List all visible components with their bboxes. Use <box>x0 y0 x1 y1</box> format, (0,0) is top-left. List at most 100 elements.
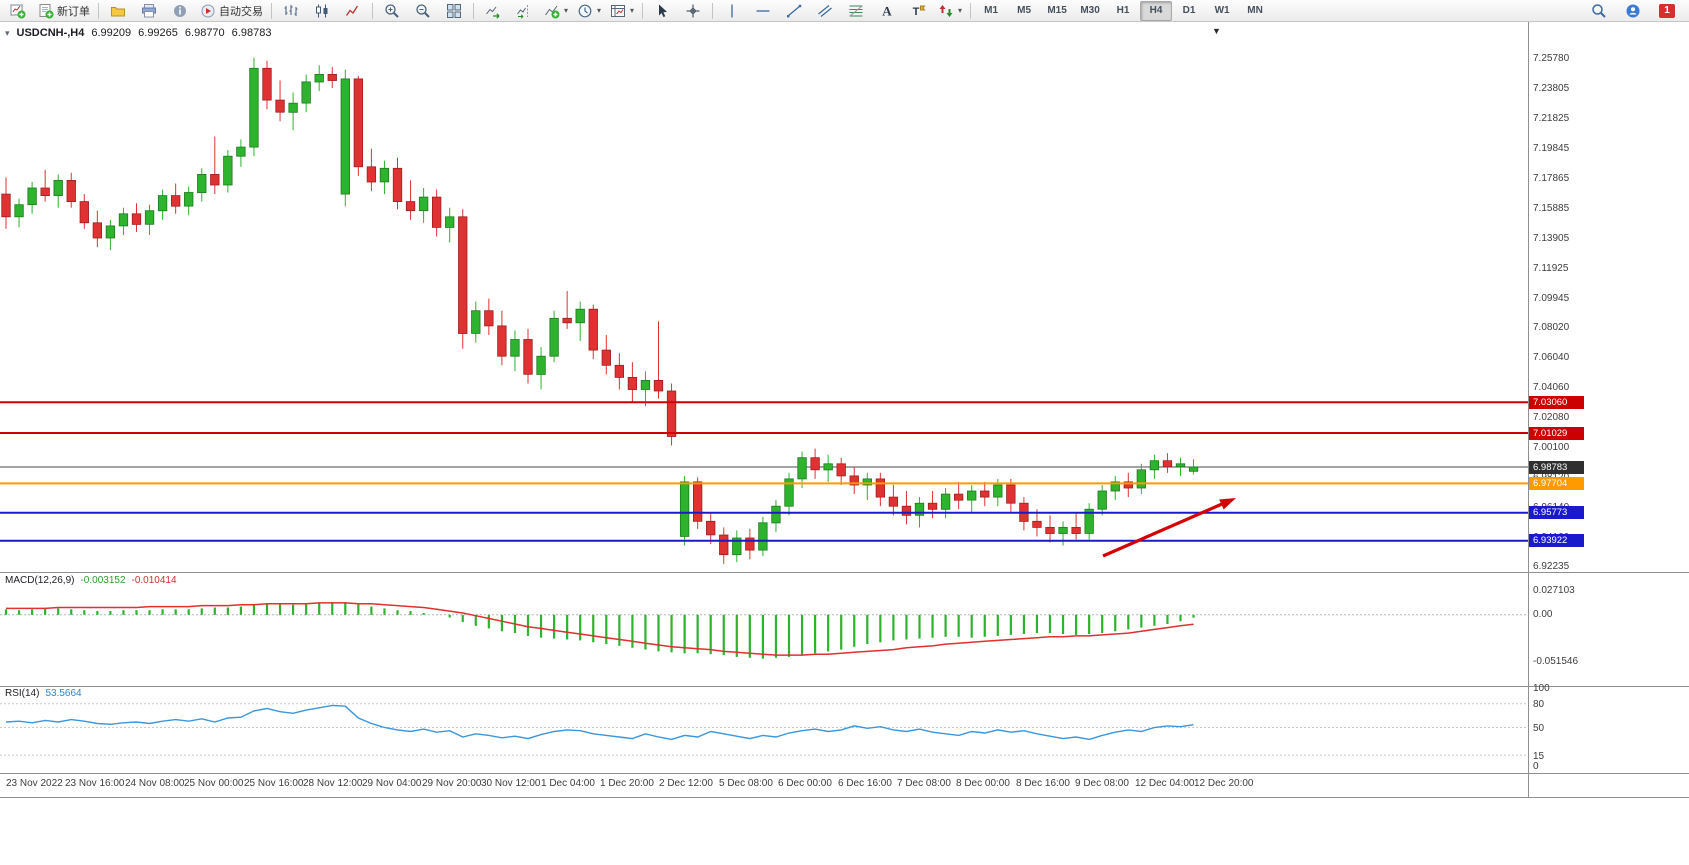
profiles-button[interactable] <box>103 0 133 22</box>
price-axis-label: 7.25780 <box>1533 53 1570 64</box>
date-label: 6 Dec 16:00 <box>838 778 892 789</box>
neworder-icon <box>39 3 54 18</box>
price-axis-label: 7.23805 <box>1533 83 1570 94</box>
community-button[interactable] <box>1618 0 1648 22</box>
barchart-icon <box>284 4 298 16</box>
periods-icon <box>578 4 592 17</box>
timeframe-button-H4[interactable]: H4 <box>1140 0 1173 21</box>
print-icon <box>142 3 156 17</box>
macd-signal-line <box>6 602 1194 656</box>
zoom-out-button[interactable] <box>408 0 438 22</box>
fibonacci-button[interactable] <box>841 0 871 22</box>
trendline-icon <box>787 4 802 17</box>
date-label: 25 Nov 16:00 <box>244 778 304 789</box>
price-axis-label: 7.09945 <box>1533 293 1570 304</box>
newchart-icon <box>10 4 26 18</box>
price-tag: 6.95773 <box>1529 506 1584 519</box>
macd-axis-label: -0.051546 <box>1533 656 1579 667</box>
price-axis-label: 7.02080 <box>1533 412 1570 423</box>
trendline-button[interactable] <box>779 0 809 22</box>
price-axis-label: 7.08020 <box>1533 322 1570 333</box>
candlestick-mode-button[interactable] <box>307 0 337 22</box>
equidistant-channel-button[interactable] <box>810 0 840 22</box>
timeframe-button-W1[interactable]: W1 <box>1214 5 1230 16</box>
cursor-button[interactable] <box>647 0 677 22</box>
date-label: 29 Nov 04:00 <box>362 778 422 789</box>
timeframe-button-M1[interactable]: M1 <box>984 5 999 16</box>
one-click-trading-toggle[interactable]: ▾ <box>5 27 10 38</box>
timeframe-button-M30[interactable]: M30 <box>1080 5 1100 16</box>
chart-canvas[interactable] <box>0 22 1689 860</box>
macd-name: MACD(12,26,9) <box>5 575 75 586</box>
print-preview-button[interactable] <box>134 0 164 22</box>
price-tag: 7.01029 <box>1529 427 1584 440</box>
candles-icon <box>316 4 328 17</box>
text-button[interactable]: A <box>872 0 902 22</box>
rsi-name: RSI(14) <box>5 688 40 699</box>
autotrading-label: 自动交易 <box>219 5 263 18</box>
text-label-button[interactable]: T <box>903 0 933 22</box>
toolbar-separator <box>970 2 972 19</box>
crosshair-icon <box>686 4 700 17</box>
indicators-button[interactable]: ▾ <box>540 0 572 22</box>
chart-area[interactable] <box>0 22 1689 860</box>
zoom-in-button[interactable] <box>377 0 407 22</box>
price-tag: 6.93922 <box>1529 534 1584 547</box>
auto-scroll-button[interactable] <box>478 0 508 22</box>
profiles-icon <box>111 6 125 16</box>
timeframe-button-M5[interactable]: M5 <box>1017 5 1032 16</box>
horizontal-line-button[interactable] <box>748 0 778 22</box>
chart-shift-button[interactable] <box>509 0 539 22</box>
price-axis-label: 7.06040 <box>1533 352 1570 363</box>
date-label: 12 Dec 20:00 <box>1194 778 1254 789</box>
zoomout-icon <box>416 3 430 18</box>
vline-icon <box>731 4 733 17</box>
date-label: 24 Nov 08:00 <box>125 778 185 789</box>
date-label: 29 Nov 20:00 <box>422 778 482 789</box>
periods-button[interactable]: ▾ <box>573 0 605 22</box>
bar-chart-mode-button[interactable] <box>276 0 306 22</box>
trend-arrow-annotation[interactable] <box>1102 498 1236 558</box>
chartshift-icon <box>517 4 528 19</box>
line-chart-mode-button[interactable] <box>338 0 368 22</box>
ohlc-close: 6.98783 <box>231 27 272 39</box>
macd-axis-label: 0.027103 <box>1533 585 1575 596</box>
arrows-button[interactable]: ▾ <box>934 0 966 22</box>
svg-text:A: A <box>882 3 892 18</box>
macd-axis-label: 0.00 <box>1533 609 1553 620</box>
rsi-indicator-label: RSI(14) 53.5664 <box>5 688 82 699</box>
timeframe-button-M15[interactable]: M15 <box>1047 5 1067 16</box>
tile-icon <box>447 3 461 18</box>
autoscroll-icon <box>486 6 500 19</box>
new-order-button[interactable]: 新订单 <box>34 0 94 22</box>
timeframe-button-H1[interactable]: H1 <box>1116 5 1130 16</box>
toolbar-right-group: 1 <box>1584 0 1686 22</box>
cursor-icon <box>659 4 668 17</box>
rsi-axis-label: 80 <box>1533 699 1545 710</box>
date-label: 2 Dec 12:00 <box>659 778 713 789</box>
chevron-down-icon: ▾ <box>597 5 602 15</box>
new-order-label: 新订单 <box>57 5 90 18</box>
notifications-button[interactable]: 1 <box>1652 0 1682 22</box>
timeframe-button-D1[interactable]: D1 <box>1182 5 1196 16</box>
new-chart-button[interactable] <box>3 0 33 22</box>
help-button[interactable] <box>165 0 195 22</box>
ohlc-high: 6.99265 <box>138 27 178 39</box>
chart-symbol-label: USDCNH-,H4 <box>16 27 85 39</box>
text-icon: A <box>882 3 892 18</box>
linechart-icon <box>345 5 359 16</box>
date-label: 8 Dec 00:00 <box>956 778 1010 789</box>
templates-button[interactable]: ▾ <box>606 0 638 22</box>
macd-signal-value: -0.010414 <box>131 575 177 586</box>
autotrade-icon <box>201 4 215 17</box>
chart-shift-marker-icon[interactable]: ▼ <box>1212 26 1221 36</box>
timeframe-button-MN[interactable]: MN <box>1247 5 1263 16</box>
tile-windows-button[interactable] <box>439 0 469 22</box>
search-button[interactable] <box>1584 0 1614 22</box>
autotrading-button[interactable]: 自动交易 <box>196 0 267 22</box>
vertical-line-button[interactable] <box>717 0 747 22</box>
info-icon <box>174 4 186 17</box>
rsi-axis-label: 50 <box>1533 723 1545 734</box>
ohlc-low: 6.98770 <box>184 27 225 39</box>
crosshair-button[interactable] <box>678 0 708 22</box>
